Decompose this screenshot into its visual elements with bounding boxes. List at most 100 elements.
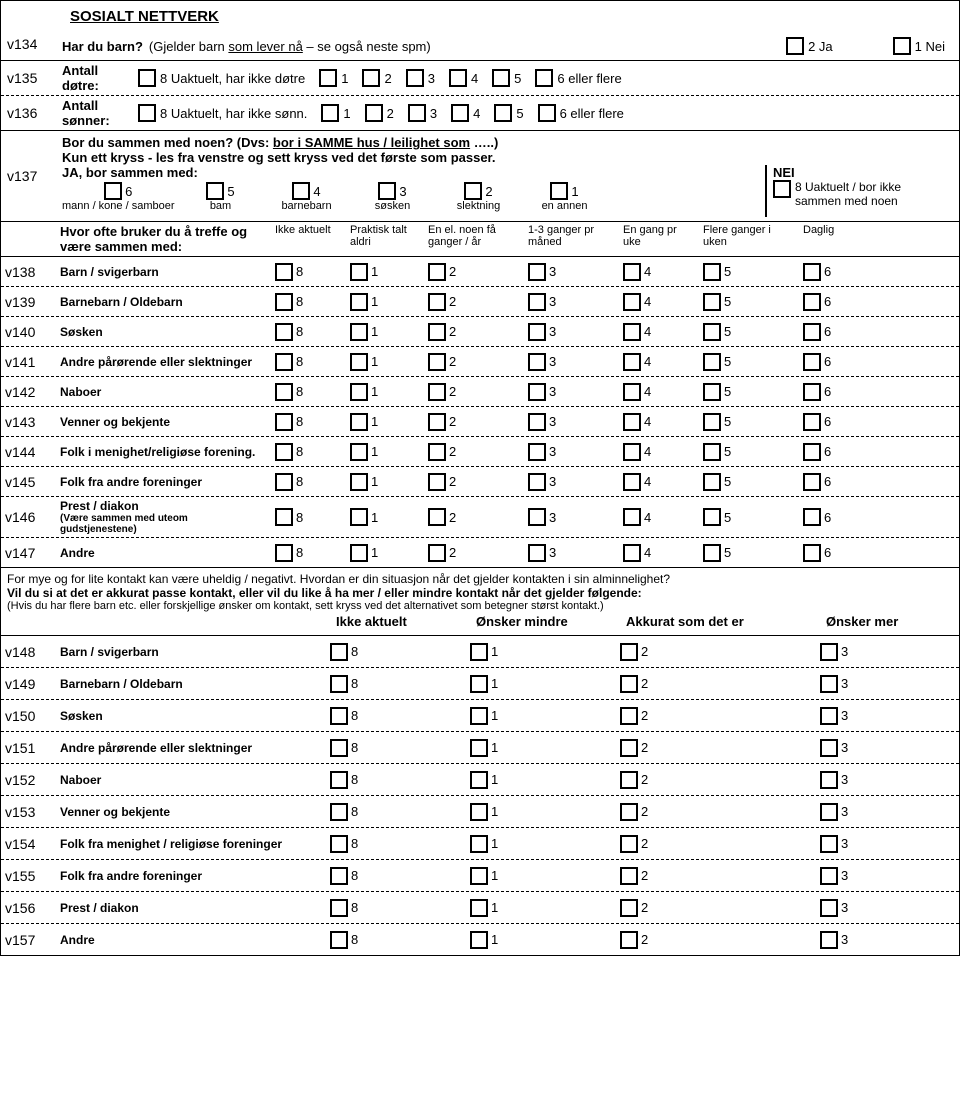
v137-opt-3[interactable]: 3søsken	[353, 182, 433, 212]
v146-opt-3[interactable]: 3	[524, 506, 619, 528]
v135-2[interactable]: 2	[362, 69, 391, 87]
v142-opt-5[interactable]: 5	[699, 381, 799, 403]
v139-opt-6[interactable]: 6	[799, 291, 859, 313]
v137-opt-2[interactable]: 2slektning	[439, 182, 519, 212]
v135-4[interactable]: 4	[449, 69, 478, 87]
v135-5[interactable]: 5	[492, 69, 521, 87]
v149-opt-8[interactable]: 8	[326, 673, 466, 695]
v145-opt-8[interactable]: 8	[271, 471, 346, 493]
v157-opt-1[interactable]: 1	[466, 929, 616, 951]
v137-opt-1[interactable]: 1en annen	[525, 182, 605, 212]
v151-opt-1[interactable]: 1	[466, 737, 616, 759]
v152-opt-8[interactable]: 8	[326, 769, 466, 791]
v147-opt-6[interactable]: 6	[799, 542, 859, 564]
v148-opt-1[interactable]: 1	[466, 641, 616, 663]
v153-opt-2[interactable]: 2	[616, 801, 816, 823]
v144-opt-2[interactable]: 2	[424, 441, 524, 463]
v139-opt-2[interactable]: 2	[424, 291, 524, 313]
v143-opt-1[interactable]: 1	[346, 411, 424, 433]
v146-opt-6[interactable]: 6	[799, 506, 859, 528]
v150-opt-8[interactable]: 8	[326, 705, 466, 727]
v144-opt-1[interactable]: 1	[346, 441, 424, 463]
v145-opt-6[interactable]: 6	[799, 471, 859, 493]
v140-opt-2[interactable]: 2	[424, 321, 524, 343]
v152-opt-3[interactable]: 3	[816, 769, 946, 791]
v134-opt-yes[interactable]: 2 Ja	[786, 37, 833, 55]
v154-opt-2[interactable]: 2	[616, 833, 816, 855]
v149-opt-1[interactable]: 1	[466, 673, 616, 695]
v144-opt-3[interactable]: 3	[524, 441, 619, 463]
v143-opt-2[interactable]: 2	[424, 411, 524, 433]
v156-opt-1[interactable]: 1	[466, 897, 616, 919]
v145-opt-3[interactable]: 3	[524, 471, 619, 493]
v153-opt-8[interactable]: 8	[326, 801, 466, 823]
v142-opt-8[interactable]: 8	[271, 381, 346, 403]
v135-1[interactable]: 1	[319, 69, 348, 87]
v150-opt-3[interactable]: 3	[816, 705, 946, 727]
v136-5[interactable]: 5	[494, 104, 523, 122]
v151-opt-8[interactable]: 8	[326, 737, 466, 759]
v134-opt-no[interactable]: 1 Nei	[893, 37, 945, 55]
v135-3[interactable]: 3	[406, 69, 435, 87]
v138-opt-2[interactable]: 2	[424, 261, 524, 283]
v141-opt-2[interactable]: 2	[424, 351, 524, 373]
v157-opt-3[interactable]: 3	[816, 929, 946, 951]
v139-opt-4[interactable]: 4	[619, 291, 699, 313]
v157-opt-2[interactable]: 2	[616, 929, 816, 951]
v144-opt-8[interactable]: 8	[271, 441, 346, 463]
v138-opt-6[interactable]: 6	[799, 261, 859, 283]
v141-opt-8[interactable]: 8	[271, 351, 346, 373]
v143-opt-3[interactable]: 3	[524, 411, 619, 433]
v156-opt-8[interactable]: 8	[326, 897, 466, 919]
v157-opt-8[interactable]: 8	[326, 929, 466, 951]
v147-opt-5[interactable]: 5	[699, 542, 799, 564]
v145-opt-4[interactable]: 4	[619, 471, 699, 493]
v151-opt-2[interactable]: 2	[616, 737, 816, 759]
v147-opt-8[interactable]: 8	[271, 542, 346, 564]
v138-opt-8[interactable]: 8	[271, 261, 346, 283]
v148-opt-2[interactable]: 2	[616, 641, 816, 663]
v141-opt-1[interactable]: 1	[346, 351, 424, 373]
v137-opt-nei[interactable]: 8 Uaktuelt / bor ikke sammen med noen	[773, 180, 901, 208]
v155-opt-3[interactable]: 3	[816, 865, 946, 887]
v135-na[interactable]: 8 Uaktuelt, har ikke døtre	[138, 69, 305, 87]
v140-opt-6[interactable]: 6	[799, 321, 859, 343]
v144-opt-4[interactable]: 4	[619, 441, 699, 463]
v141-opt-5[interactable]: 5	[699, 351, 799, 373]
v147-opt-4[interactable]: 4	[619, 542, 699, 564]
v153-opt-1[interactable]: 1	[466, 801, 616, 823]
v154-opt-3[interactable]: 3	[816, 833, 946, 855]
v152-opt-1[interactable]: 1	[466, 769, 616, 791]
v136-1[interactable]: 1	[321, 104, 350, 122]
v140-opt-1[interactable]: 1	[346, 321, 424, 343]
v147-opt-2[interactable]: 2	[424, 542, 524, 564]
v150-opt-1[interactable]: 1	[466, 705, 616, 727]
v146-opt-1[interactable]: 1	[346, 506, 424, 528]
v148-opt-8[interactable]: 8	[326, 641, 466, 663]
v137-opt-5[interactable]: 5bam	[181, 182, 261, 212]
v138-opt-1[interactable]: 1	[346, 261, 424, 283]
v140-opt-4[interactable]: 4	[619, 321, 699, 343]
v149-opt-2[interactable]: 2	[616, 673, 816, 695]
v137-opt-4[interactable]: 4barnebarn	[267, 182, 347, 212]
v145-opt-1[interactable]: 1	[346, 471, 424, 493]
v146-opt-5[interactable]: 5	[699, 506, 799, 528]
v144-opt-6[interactable]: 6	[799, 441, 859, 463]
v144-opt-5[interactable]: 5	[699, 441, 799, 463]
v139-opt-1[interactable]: 1	[346, 291, 424, 313]
v143-opt-6[interactable]: 6	[799, 411, 859, 433]
v140-opt-8[interactable]: 8	[271, 321, 346, 343]
v142-opt-1[interactable]: 1	[346, 381, 424, 403]
v138-opt-3[interactable]: 3	[524, 261, 619, 283]
v145-opt-2[interactable]: 2	[424, 471, 524, 493]
v154-opt-8[interactable]: 8	[326, 833, 466, 855]
v141-opt-4[interactable]: 4	[619, 351, 699, 373]
v135-6[interactable]: 6 eller flere	[535, 69, 621, 87]
v136-4[interactable]: 4	[451, 104, 480, 122]
v149-opt-3[interactable]: 3	[816, 673, 946, 695]
v156-opt-3[interactable]: 3	[816, 897, 946, 919]
v138-opt-5[interactable]: 5	[699, 261, 799, 283]
v138-opt-4[interactable]: 4	[619, 261, 699, 283]
v143-opt-8[interactable]: 8	[271, 411, 346, 433]
v148-opt-3[interactable]: 3	[816, 641, 946, 663]
